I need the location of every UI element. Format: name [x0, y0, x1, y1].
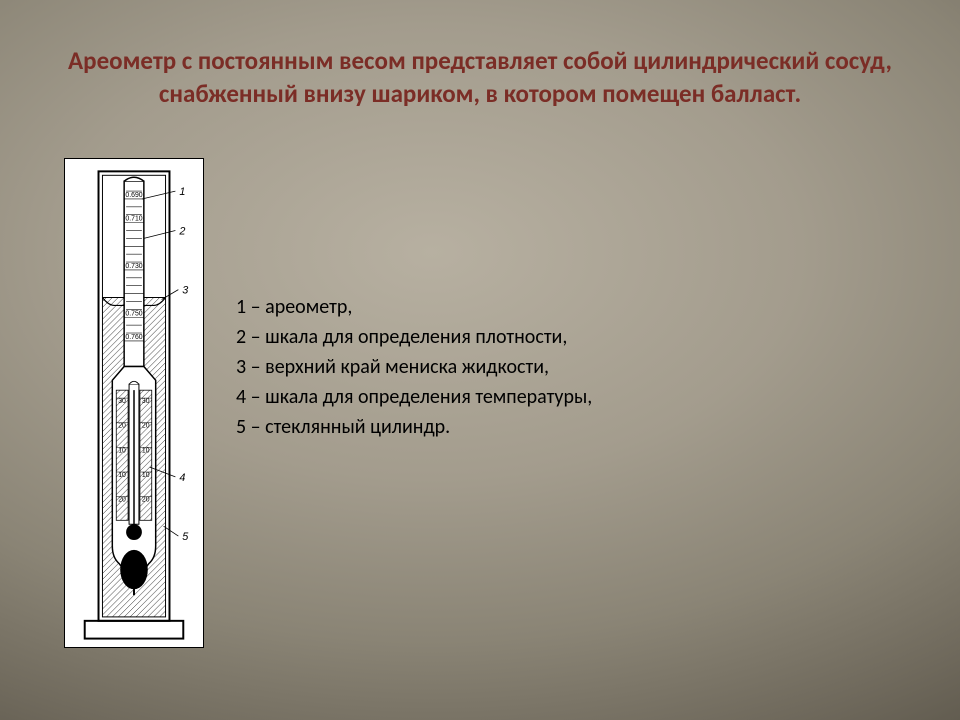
hydrometer-diagram: 0.690 0.710 0.730 0.750 0.760 30 30 20 2… — [64, 158, 204, 648]
legend: 1 – ареометр, 2 – шкала для определения … — [236, 292, 592, 442]
callout-4: 4 — [179, 472, 185, 484]
scale-label: 0.710 — [125, 216, 142, 223]
callout-1: 1 — [179, 186, 185, 198]
thermo-label: 10 — [118, 472, 126, 479]
thermo-label: 30 — [118, 398, 126, 405]
thermo-label: 20 — [118, 497, 126, 504]
callout-2: 2 — [178, 225, 185, 237]
thermo-label: 30 — [142, 398, 150, 405]
legend-item: 1 – ареометр, — [236, 292, 592, 322]
legend-item: 2 – шкала для определения плотности, — [236, 322, 592, 352]
thermo-label: 20 — [142, 423, 150, 430]
thermo-label: 20 — [118, 423, 126, 430]
scale-label: 0.760 — [125, 334, 142, 341]
slide-title: Ареометр с постоянным весом представляет… — [60, 44, 900, 110]
thermo-label: 10 — [142, 472, 150, 479]
scale-label: 0.750 — [125, 310, 142, 317]
legend-item: 3 – верхний край мениска жидкости, — [236, 352, 592, 382]
callout-3: 3 — [182, 285, 188, 297]
callout-5: 5 — [182, 531, 189, 543]
hydrometer-svg: 0.690 0.710 0.730 0.750 0.760 30 30 20 2… — [65, 159, 203, 647]
legend-item: 5 – стеклянный цилиндр. — [236, 412, 592, 442]
scale-label: 0.690 — [125, 192, 142, 199]
thermo-label: 10 — [118, 447, 126, 454]
thermo-label: 20 — [142, 497, 150, 504]
thermo-label: 10 — [142, 447, 150, 454]
legend-item: 4 – шкала для определения температуры, — [236, 382, 592, 412]
scale-label: 0.730 — [125, 263, 142, 270]
